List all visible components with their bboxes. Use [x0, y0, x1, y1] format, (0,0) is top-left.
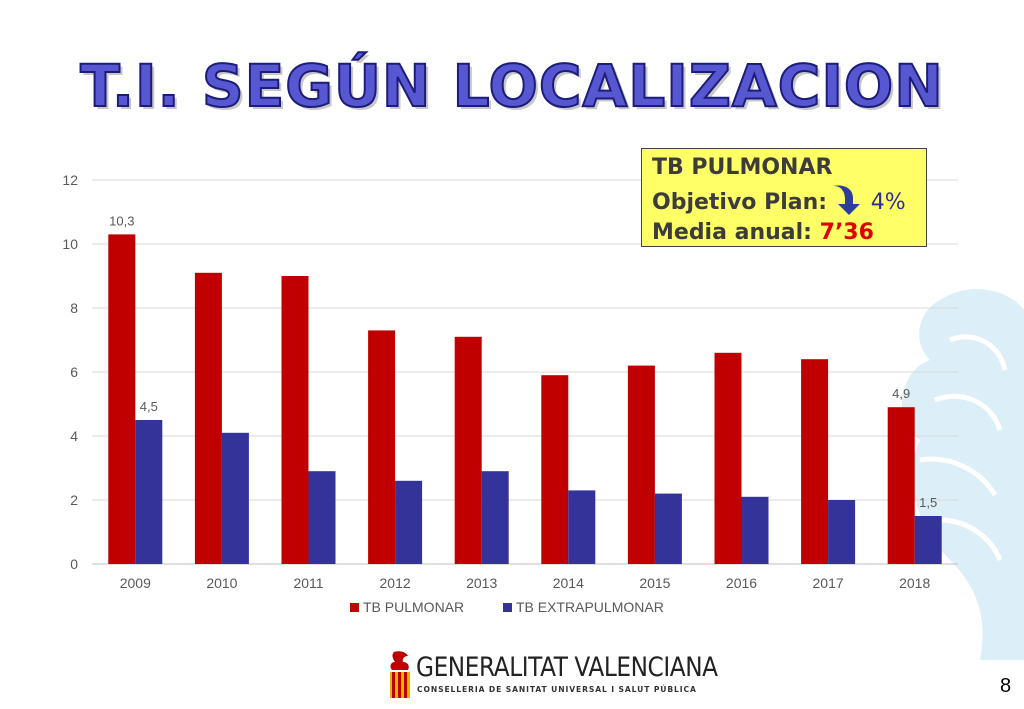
bar-pulmonar-2010: [194, 272, 222, 564]
mean-label: Media anual:: [652, 220, 812, 245]
logo-name: GENERALITAT VALENCIANA: [416, 652, 718, 683]
x-tick-label: 2018: [899, 575, 930, 591]
bar-extrapulmonar-2014: [568, 490, 596, 564]
legend-swatch: [350, 603, 359, 612]
callout-heading: TB PULMONAR: [652, 155, 833, 180]
legend-label: TB EXTRAPULMONAR: [516, 599, 664, 615]
bar-extrapulmonar-2018: [914, 516, 942, 564]
y-tick-label: 4: [70, 428, 78, 444]
x-tick-label: 2012: [380, 575, 411, 591]
page-number: 8: [1000, 675, 1012, 697]
y-tick-label: 8: [70, 300, 78, 316]
legend-swatch: [503, 603, 512, 612]
objective-label: Objetivo Plan:: [652, 190, 828, 215]
bar-pulmonar-2011: [281, 276, 309, 564]
bar-pulmonar-2009: [108, 234, 136, 564]
y-tick-label: 10: [62, 236, 78, 252]
legend-item-pulmonar: TB PULMONAR: [350, 599, 464, 615]
bar-pulmonar-2015: [627, 365, 655, 564]
chart-legend: TB PULMONAR TB EXTRAPULMONAR: [350, 599, 664, 615]
down-arrow-icon: [827, 183, 863, 217]
x-tick-label: 2009: [120, 575, 151, 591]
data-label-pulmonar-2009: 10,3: [109, 213, 134, 228]
x-tick-label: 2010: [206, 575, 237, 591]
bar-pulmonar-2017: [801, 359, 829, 564]
bar-extrapulmonar-2010: [221, 432, 249, 564]
y-tick-label: 2: [70, 492, 78, 508]
slide-title: T.I. SEGÚN LOCALIZACION: [79, 51, 944, 121]
bar-pulmonar-2018: [887, 407, 915, 564]
x-tick-label: 2011: [293, 575, 323, 591]
bar-pulmonar-2016: [714, 352, 742, 564]
x-tick-label: 2013: [466, 575, 497, 591]
bar-extrapulmonar-2011: [308, 471, 336, 564]
x-axis-ticks: 2009 2010 2011 2012 2013 2014 2015 2016 2017 2018: [120, 575, 931, 591]
bar-extrapulmonar-2017: [828, 500, 856, 564]
y-tick-label: 6: [70, 364, 78, 380]
bar-pulmonar-2014: [541, 375, 569, 564]
data-labels: 10,3 4,5 4,9 1,5: [109, 213, 937, 510]
legend-label: TB PULMONAR: [363, 599, 464, 615]
x-tick-label: 2017: [813, 575, 844, 591]
data-label-extrapulmonar-2009: 4,5: [140, 399, 158, 414]
x-tick-label: 2015: [639, 575, 670, 591]
x-tick-label: 2014: [553, 575, 584, 591]
bar-extrapulmonar-2009: [135, 420, 163, 564]
data-label-pulmonar-2018: 4,9: [892, 386, 910, 401]
bar-pulmonar-2013: [454, 336, 482, 564]
legend-item-extrapulmonar: TB EXTRAPULMONAR: [503, 599, 664, 615]
y-tick-label: 0: [70, 556, 78, 572]
bar-extrapulmonar-2013: [481, 471, 509, 564]
bar-pulmonar-2012: [368, 330, 396, 564]
y-tick-label: 12: [62, 172, 78, 188]
generalitat-logo: GENERALITAT VALENCIANA CONSELLERIA DE SA…: [386, 650, 718, 700]
logo-subtitle: CONSELLERIA DE SANITAT UNIVERSAL I SALUT…: [417, 685, 697, 694]
objective-value: 4%: [870, 190, 906, 215]
objective-callout: TB PULMONAR Objetivo Plan: 4% Media anua…: [641, 148, 927, 247]
data-label-extrapulmonar-2018: 1,5: [919, 495, 937, 510]
bar-extrapulmonar-2012: [395, 480, 423, 564]
coat-of-arms-icon: [390, 651, 410, 698]
bar-extrapulmonar-2016: [741, 496, 769, 564]
heraldic-watermark: [901, 289, 1024, 660]
bar-extrapulmonar-2015: [654, 493, 682, 564]
x-tick-label: 2016: [726, 575, 757, 591]
callout-objective: Objetivo Plan: 4%: [652, 183, 916, 218]
mean-value: 7’36: [819, 220, 874, 245]
callout-mean: Media anual: 7’36: [652, 218, 916, 248]
chart-bars: [108, 234, 942, 564]
y-axis-ticks: 0 2 4 6 8 10 12: [62, 172, 78, 572]
